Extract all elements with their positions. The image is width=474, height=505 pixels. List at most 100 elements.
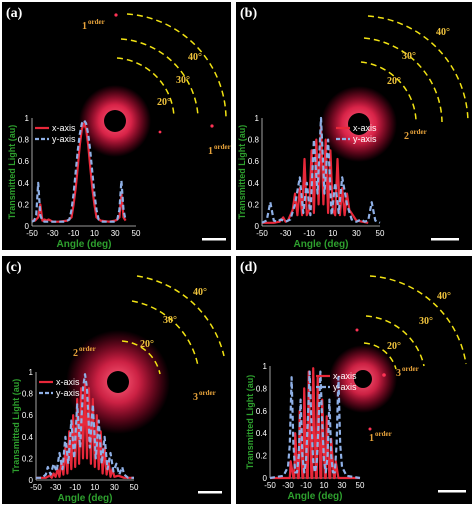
x-tick-label: -50: [256, 229, 268, 238]
x-tick-label: -10: [303, 229, 315, 238]
y-tick-label: 1: [25, 114, 30, 123]
order-superscript: order: [402, 365, 419, 373]
order-label: 1 order: [82, 18, 105, 32]
panel-label: (b): [240, 6, 258, 21]
y-tick-label: 0.4: [22, 433, 34, 442]
y-tick-label: 0: [29, 476, 34, 485]
y-tick-label: 0.6: [248, 157, 260, 166]
scale-bar: [431, 238, 459, 241]
x-tick-label: -50: [26, 229, 38, 238]
order-superscript: order: [79, 345, 96, 353]
order-label: 2 order: [73, 345, 96, 359]
legend-entry: y-axis: [56, 388, 80, 398]
panel-label: (a): [6, 6, 23, 21]
angle-arcs: [121, 275, 225, 375]
y-tick-label: 0: [25, 222, 30, 231]
order-label: 3 order: [193, 389, 216, 403]
panel-d: 40° 30° 20° 3 order 1 order 0 0.2 0.4 0.6 0.…: [236, 256, 472, 504]
x-tick-label: -10: [69, 483, 81, 492]
scale-bar: [438, 490, 466, 493]
angle-label-30: 30°: [402, 51, 416, 62]
y-axis-label: Transmitted Light (au): [7, 125, 17, 220]
angle-label-20: 20°: [387, 341, 401, 352]
y-tick-label: 0.4: [248, 179, 260, 188]
y-tick-label: 0.6: [22, 411, 34, 420]
panel-b: 40° 30° 20° 2 order 0 0.2 0.4 0.6 0.8 1 -50 -30…: [236, 2, 472, 250]
x-tick-label: 30: [111, 229, 120, 238]
panel-c: 40° 30° 20° 2 order 3 order 0 0.2 0.4 0.6 0.…: [2, 256, 231, 504]
y-tick-label: 0.8: [22, 390, 34, 399]
transmission-plot: 0 0.2 0.4 0.6 0.8 1 -50 -30 -10 10 30 50 Angle (deg)…: [237, 114, 385, 250]
angle-arcs: [116, 13, 227, 118]
legend-entry: y-axis: [52, 134, 76, 144]
angle-label-40: 40°: [193, 287, 207, 298]
y-tick-label: 0: [263, 474, 268, 483]
panel-d-canvas: 40° 30° 20° 3 order 1 order 0 0.2 0.4 0.6 0.…: [245, 275, 467, 502]
order-superscript: order: [375, 430, 392, 438]
order-superscript: order: [410, 128, 427, 136]
panel-a: 40° 30° 20° 1 order 1 order 0 0.2 0.4 0.6 0.…: [2, 2, 231, 250]
series-line-y-axis: [31, 119, 127, 223]
scale-bar: [202, 238, 226, 241]
y-tick-label: 0: [255, 222, 260, 231]
legend-entry: x-axis: [56, 377, 80, 387]
x-tick-label: 30: [110, 483, 119, 492]
x-tick-label: -10: [68, 229, 80, 238]
y-tick-label: 0.2: [18, 200, 30, 209]
panel-label: (c): [6, 260, 22, 275]
x-tick-label: -30: [280, 229, 292, 238]
angle-label-20: 20°: [387, 76, 401, 87]
x-tick-label: -50: [30, 483, 42, 492]
x-axis-label: Angle (deg): [294, 239, 349, 250]
order-label: 1 order: [208, 143, 231, 157]
x-tick-label: 50: [132, 229, 141, 238]
angle-label-40: 40°: [437, 291, 451, 302]
order-superscript: order: [199, 389, 216, 397]
y-tick-label: 0.2: [248, 200, 260, 209]
y-tick-label: 0.4: [18, 179, 30, 188]
y-tick-label: 0.8: [248, 136, 260, 145]
y-tick-label: 1: [263, 362, 268, 371]
order-label: 3 order: [396, 365, 419, 379]
diffraction-glow: [79, 85, 151, 157]
x-tick-label: -30: [50, 483, 62, 492]
angle-label-40: 40°: [188, 52, 202, 63]
x-tick-label: 50: [130, 483, 139, 492]
y-tick-label: 1: [255, 114, 260, 123]
panel-c-canvas: 40° 30° 20° 2 order 3 order 0 0.2 0.4 0.6 0.…: [11, 275, 225, 504]
x-axis-label: Angle (deg): [288, 491, 343, 502]
legend-entry: x-axis: [52, 123, 76, 133]
angle-label-40: 40°: [436, 27, 450, 38]
order-number: 1: [82, 21, 87, 32]
y-tick-label: 0.4: [256, 429, 268, 438]
order-number: 1: [208, 146, 213, 157]
x-tick-label: 10: [90, 483, 99, 492]
scale-bar: [198, 491, 222, 494]
order-number: 2: [404, 131, 409, 142]
angle-label-30: 30°: [163, 315, 177, 326]
x-tick-label: 30: [352, 229, 361, 238]
order-superscript: order: [88, 18, 105, 26]
panel-label: (d): [240, 260, 258, 275]
series-line-x-axis: [36, 381, 134, 479]
y-tick-label: 0.8: [256, 384, 268, 393]
angle-label-30: 30°: [419, 316, 433, 327]
diffraction-glow: [329, 345, 397, 413]
legend-entry: y-axis: [353, 134, 377, 144]
order-number: 1: [369, 433, 374, 444]
panel-b-canvas: 40° 30° 20° 2 order 0 0.2 0.4 0.6 0.8 1 -50 -30…: [237, 15, 469, 250]
legend-entry: x-axis: [353, 123, 377, 133]
diffraction-glow: [321, 86, 397, 162]
x-axis-label: Angle (deg): [57, 239, 112, 250]
series-line-y-axis: [261, 116, 381, 224]
x-axis-label: Angle (deg): [58, 493, 113, 504]
order-number: 3: [396, 368, 401, 379]
order-superscript: order: [214, 143, 231, 151]
y-tick-label: 0.8: [18, 136, 30, 145]
y-tick-label: 0.2: [256, 452, 268, 461]
x-tick-label: -10: [300, 481, 312, 490]
order-number: 2: [73, 348, 78, 359]
x-tick-label: -30: [47, 229, 59, 238]
legend-entry: x-axis: [333, 371, 357, 381]
angle-label-30: 30°: [176, 75, 190, 86]
